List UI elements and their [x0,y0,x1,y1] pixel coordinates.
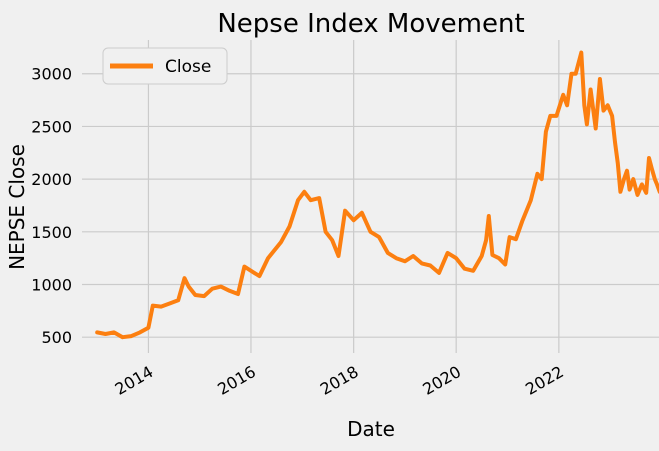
legend-box [102,47,228,85]
y-tick-label: 1000 [31,275,72,294]
y-axis-label: NEPSE Close [5,144,29,270]
y-tick-label: 3000 [31,65,72,84]
y-tick-label: 500 [41,328,72,347]
series-layer [95,50,659,340]
legend-label: Close [165,57,211,77]
y-axis-ticks: 500 1000 1500 2000 2500 3000 [31,65,72,347]
series-line-close [95,50,659,340]
chart-title: Nepse Index Movement [217,9,524,39]
y-tick-label: 2500 [31,117,72,136]
x-axis-label: Date [347,417,395,441]
legend: Close [102,47,228,85]
y-tick-label: 1500 [31,223,72,242]
y-tick-label: 2000 [31,170,72,189]
